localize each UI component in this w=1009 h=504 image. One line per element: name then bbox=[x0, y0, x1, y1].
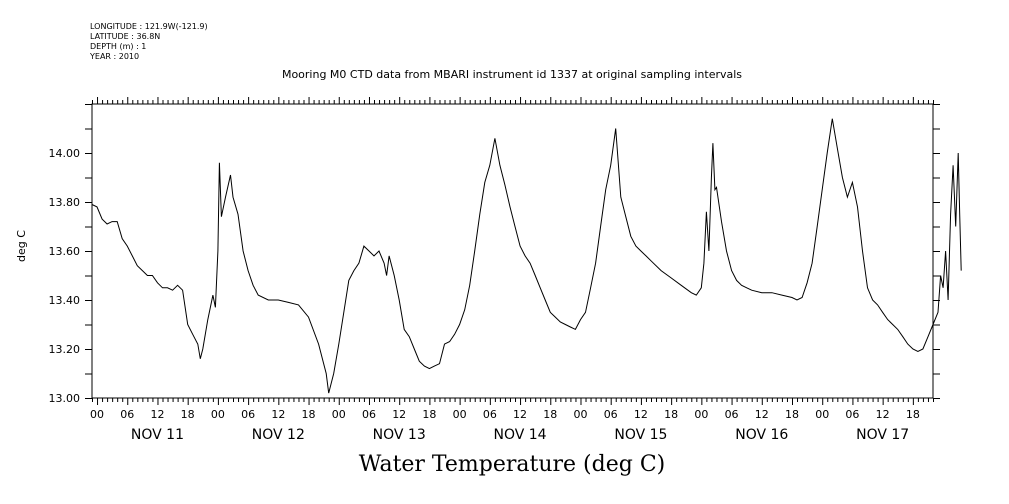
x-day-label: NOV 12 bbox=[252, 427, 305, 443]
x-hour-label: 00 bbox=[815, 408, 829, 421]
x-hour-label: 18 bbox=[543, 408, 557, 421]
x-axis-title: Water Temperature (deg C) bbox=[358, 452, 666, 477]
x-day-label: NOV 11 bbox=[131, 427, 184, 443]
y-tick-label: 13.20 bbox=[49, 343, 81, 356]
axis-ticks bbox=[85, 97, 940, 405]
x-hour-label: 12 bbox=[513, 408, 527, 421]
data-series bbox=[91, 118, 962, 394]
x-hour-label: 00 bbox=[573, 408, 587, 421]
y-tick-label: 13.40 bbox=[49, 294, 81, 307]
x-hour-label: 00 bbox=[90, 408, 104, 421]
y-tick-label: 13.80 bbox=[49, 196, 81, 209]
x-day-label: NOV 17 bbox=[856, 427, 909, 443]
x-hour-label: 12 bbox=[392, 408, 406, 421]
x-day-label: NOV 15 bbox=[614, 427, 667, 443]
x-hour-label: 12 bbox=[876, 408, 890, 421]
x-hour-label: 06 bbox=[241, 408, 255, 421]
chart-title: Mooring M0 CTD data from MBARI instrumen… bbox=[281, 68, 743, 81]
x-hour-label: 06 bbox=[483, 408, 497, 421]
x-hour-label: 12 bbox=[634, 408, 648, 421]
x-day-label: NOV 13 bbox=[373, 427, 426, 443]
x-hour-label: 00 bbox=[332, 408, 346, 421]
longitude-label: LONGITUDE : 121.9W(-121.9) bbox=[90, 22, 208, 31]
x-hour-label: 18 bbox=[181, 408, 195, 421]
x-hour-label: 00 bbox=[453, 408, 467, 421]
x-hour-label: 00 bbox=[211, 408, 225, 421]
latitude-label: LATITUDE : 36.8N bbox=[90, 32, 161, 41]
station-metadata: LONGITUDE : 121.9W(-121.9) LATITUDE : 36… bbox=[90, 22, 208, 62]
x-hour-label: 06 bbox=[604, 408, 618, 421]
temperature-series-line bbox=[91, 118, 962, 394]
x-hour-label: 18 bbox=[302, 408, 316, 421]
x-hour-label: 18 bbox=[422, 408, 436, 421]
x-hour-label: 18 bbox=[906, 408, 920, 421]
x-hour-label: 12 bbox=[755, 408, 769, 421]
y-tick-label: 13.00 bbox=[49, 392, 81, 405]
x-hour-label: 12 bbox=[271, 408, 285, 421]
x-hour-label: 00 bbox=[694, 408, 708, 421]
x-hour-label: 18 bbox=[664, 408, 678, 421]
x-hour-label: 06 bbox=[362, 408, 376, 421]
year-label: YEAR : 2010 bbox=[90, 52, 140, 61]
x-hour-label: 12 bbox=[150, 408, 164, 421]
x-day-label: NOV 14 bbox=[494, 427, 547, 443]
y-tick-label: 13.60 bbox=[49, 245, 81, 258]
x-hour-label: 06 bbox=[725, 408, 739, 421]
x-hour-label: 06 bbox=[845, 408, 859, 421]
depth-label: DEPTH (m) : 1 bbox=[90, 42, 147, 51]
x-hour-label: 18 bbox=[785, 408, 799, 421]
y-tick-label: 14.00 bbox=[49, 147, 81, 160]
tick-labels: 00 06 12 18 00 06 12 18 00 06 12 18 00 06 12 18 00 06 12 18… bbox=[49, 147, 920, 443]
x-hour-label: 06 bbox=[120, 408, 134, 421]
x-day-label: NOV 16 bbox=[735, 427, 788, 443]
